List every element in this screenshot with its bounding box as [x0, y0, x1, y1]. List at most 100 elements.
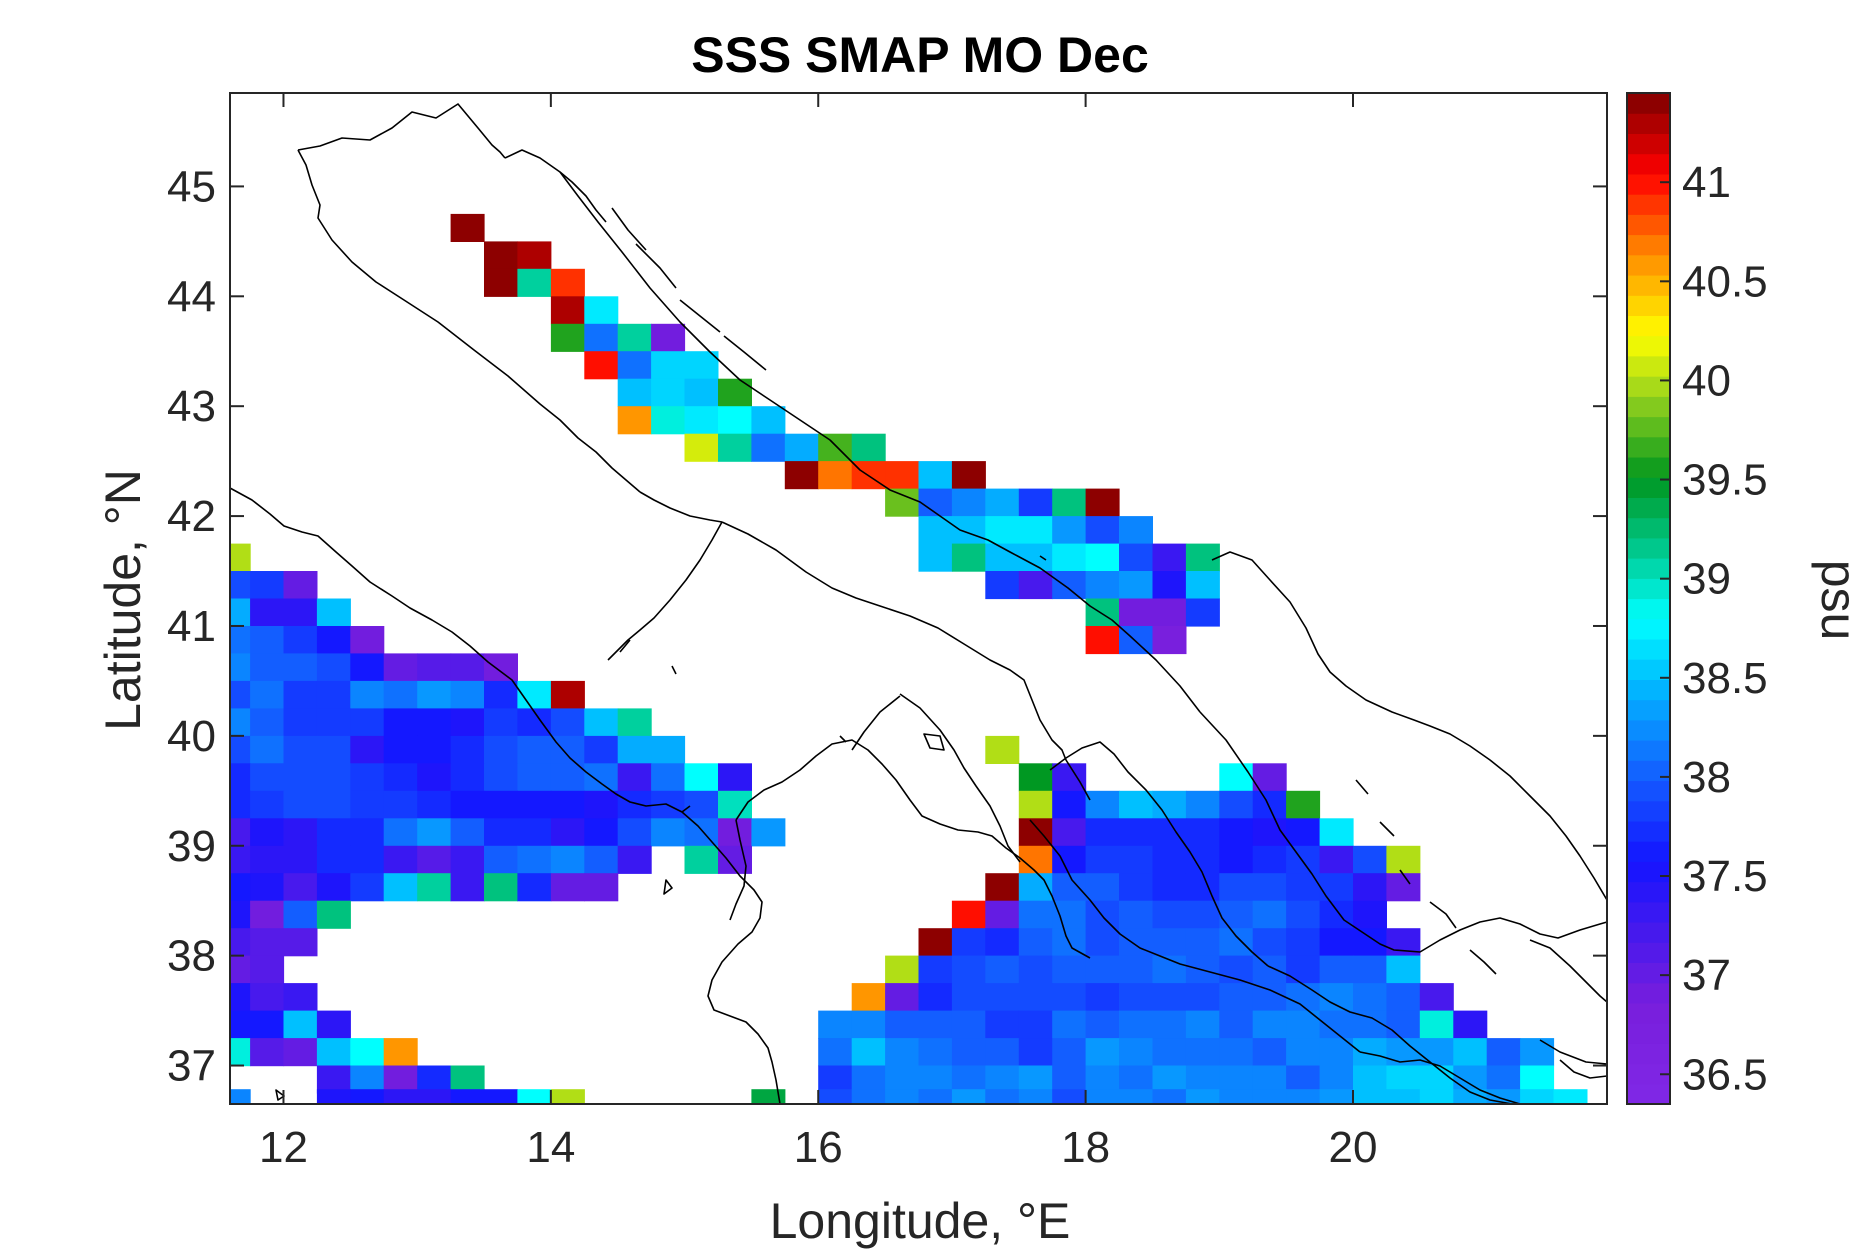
salinity-cell — [1018, 790, 1053, 819]
salinity-cell — [1052, 955, 1087, 984]
salinity-cell — [1119, 818, 1153, 847]
salinity-cell — [1185, 845, 1220, 874]
salinity-cell — [417, 653, 452, 682]
salinity-cell — [1252, 1089, 1287, 1105]
salinity-cell — [1018, 1010, 1053, 1039]
salinity-cell — [1286, 818, 1321, 847]
salinity-cell — [1085, 626, 1120, 655]
salinity-cell — [230, 983, 251, 1012]
colorbar-segment — [1627, 942, 1670, 963]
colorbar-segment — [1627, 537, 1670, 559]
salinity-cell — [1319, 1065, 1354, 1094]
x-tick-label: 20 — [1329, 1123, 1378, 1172]
salinity-cell — [250, 983, 285, 1012]
salinity-cell — [484, 708, 518, 737]
salinity-cell — [1152, 598, 1187, 627]
salinity-cell — [951, 1010, 986, 1039]
salinity-cell — [1319, 983, 1354, 1012]
salinity-cell — [584, 708, 619, 737]
salinity-cell — [484, 818, 518, 847]
salinity-cell — [1185, 1089, 1220, 1105]
x-axis-ticks: 12 14 16 18 20 — [259, 93, 1377, 1172]
salinity-cell — [230, 1089, 251, 1105]
salinity-cell — [584, 735, 619, 764]
salinity-cell — [1386, 983, 1421, 1012]
colorbar-segment — [1627, 719, 1670, 741]
salinity-cell — [230, 1010, 251, 1039]
salinity-cell — [283, 708, 318, 737]
salinity-cell — [651, 323, 686, 352]
salinity-cell — [885, 1038, 920, 1067]
salinity-cell — [230, 708, 251, 737]
salinity-cell — [684, 845, 719, 874]
salinity-cell — [718, 818, 752, 847]
salinity-cell — [230, 598, 251, 627]
salinity-cell — [350, 653, 385, 682]
salinity-cell — [283, 845, 318, 874]
salinity-cell — [1018, 571, 1053, 600]
salinity-cell — [484, 1089, 518, 1105]
salinity-cell — [617, 406, 652, 435]
salinity-cell — [885, 1010, 920, 1039]
salinity-cell — [951, 955, 986, 984]
salinity-cell — [1219, 763, 1254, 792]
colorbar-segment — [1627, 881, 1670, 903]
salinity-cell — [230, 955, 251, 984]
salinity-cell — [1185, 598, 1220, 627]
salinity-cell — [316, 873, 351, 902]
colorbar-segment — [1627, 578, 1670, 600]
salinity-cell — [484, 680, 518, 709]
salinity-cell — [1152, 845, 1187, 874]
salinity-cell — [230, 763, 251, 792]
salinity-cell — [1085, 845, 1120, 874]
salinity-cell — [450, 213, 485, 242]
colorbar-segment — [1627, 355, 1670, 377]
colorbar-segment — [1627, 962, 1670, 984]
colorbar-segment — [1627, 457, 1670, 478]
salinity-cell — [1152, 626, 1187, 655]
salinity-cell — [1185, 790, 1220, 819]
colorbar-segment — [1627, 800, 1670, 822]
salinity-cell — [584, 818, 619, 847]
salinity-cell — [316, 626, 351, 655]
salinity-cell — [1119, 873, 1153, 902]
salinity-cell — [918, 928, 953, 957]
salinity-cell — [684, 351, 719, 380]
y-axis-ticks: 45 44 43 42 41 40 39 38 37 — [167, 162, 1607, 1091]
colorbar-segment — [1627, 740, 1670, 761]
salinity-cell — [1085, 818, 1120, 847]
salinity-cell — [350, 790, 385, 819]
salinity-cell — [316, 653, 351, 682]
salinity-cell — [718, 763, 752, 792]
colorbar-tick-label: 36.5 — [1682, 1050, 1768, 1099]
salinity-cell — [450, 1089, 485, 1105]
salinity-cell — [417, 763, 452, 792]
salinity-cell — [1319, 955, 1354, 984]
salinity-cell — [1520, 1038, 1555, 1067]
colorbar-tick-label: 39.5 — [1682, 456, 1768, 505]
salinity-cell — [1353, 1038, 1387, 1067]
salinity-cell — [350, 680, 385, 709]
salinity-cell — [1219, 1038, 1254, 1067]
salinity-cell — [1219, 845, 1254, 874]
salinity-cell — [517, 763, 552, 792]
salinity-cell — [1085, 873, 1120, 902]
salinity-cell — [250, 928, 285, 957]
colorbar-segment — [1627, 214, 1670, 236]
salinity-cell — [1085, 983, 1120, 1012]
salinity-cell — [1152, 1010, 1187, 1039]
y-tick-label: 38 — [167, 932, 216, 981]
colorbar-segment — [1627, 93, 1670, 114]
salinity-cell — [1319, 845, 1354, 874]
salinity-cell — [851, 983, 886, 1012]
salinity-cell — [1353, 955, 1387, 984]
salinity-cell — [918, 1038, 953, 1067]
salinity-cell — [918, 1010, 953, 1039]
salinity-cell — [584, 763, 619, 792]
salinity-cell — [1185, 928, 1220, 957]
salinity-cell — [985, 955, 1020, 984]
colorbar-segment — [1627, 396, 1670, 418]
salinity-cell — [283, 873, 318, 902]
salinity-cell — [383, 1065, 418, 1094]
salinity-cell — [250, 955, 285, 984]
